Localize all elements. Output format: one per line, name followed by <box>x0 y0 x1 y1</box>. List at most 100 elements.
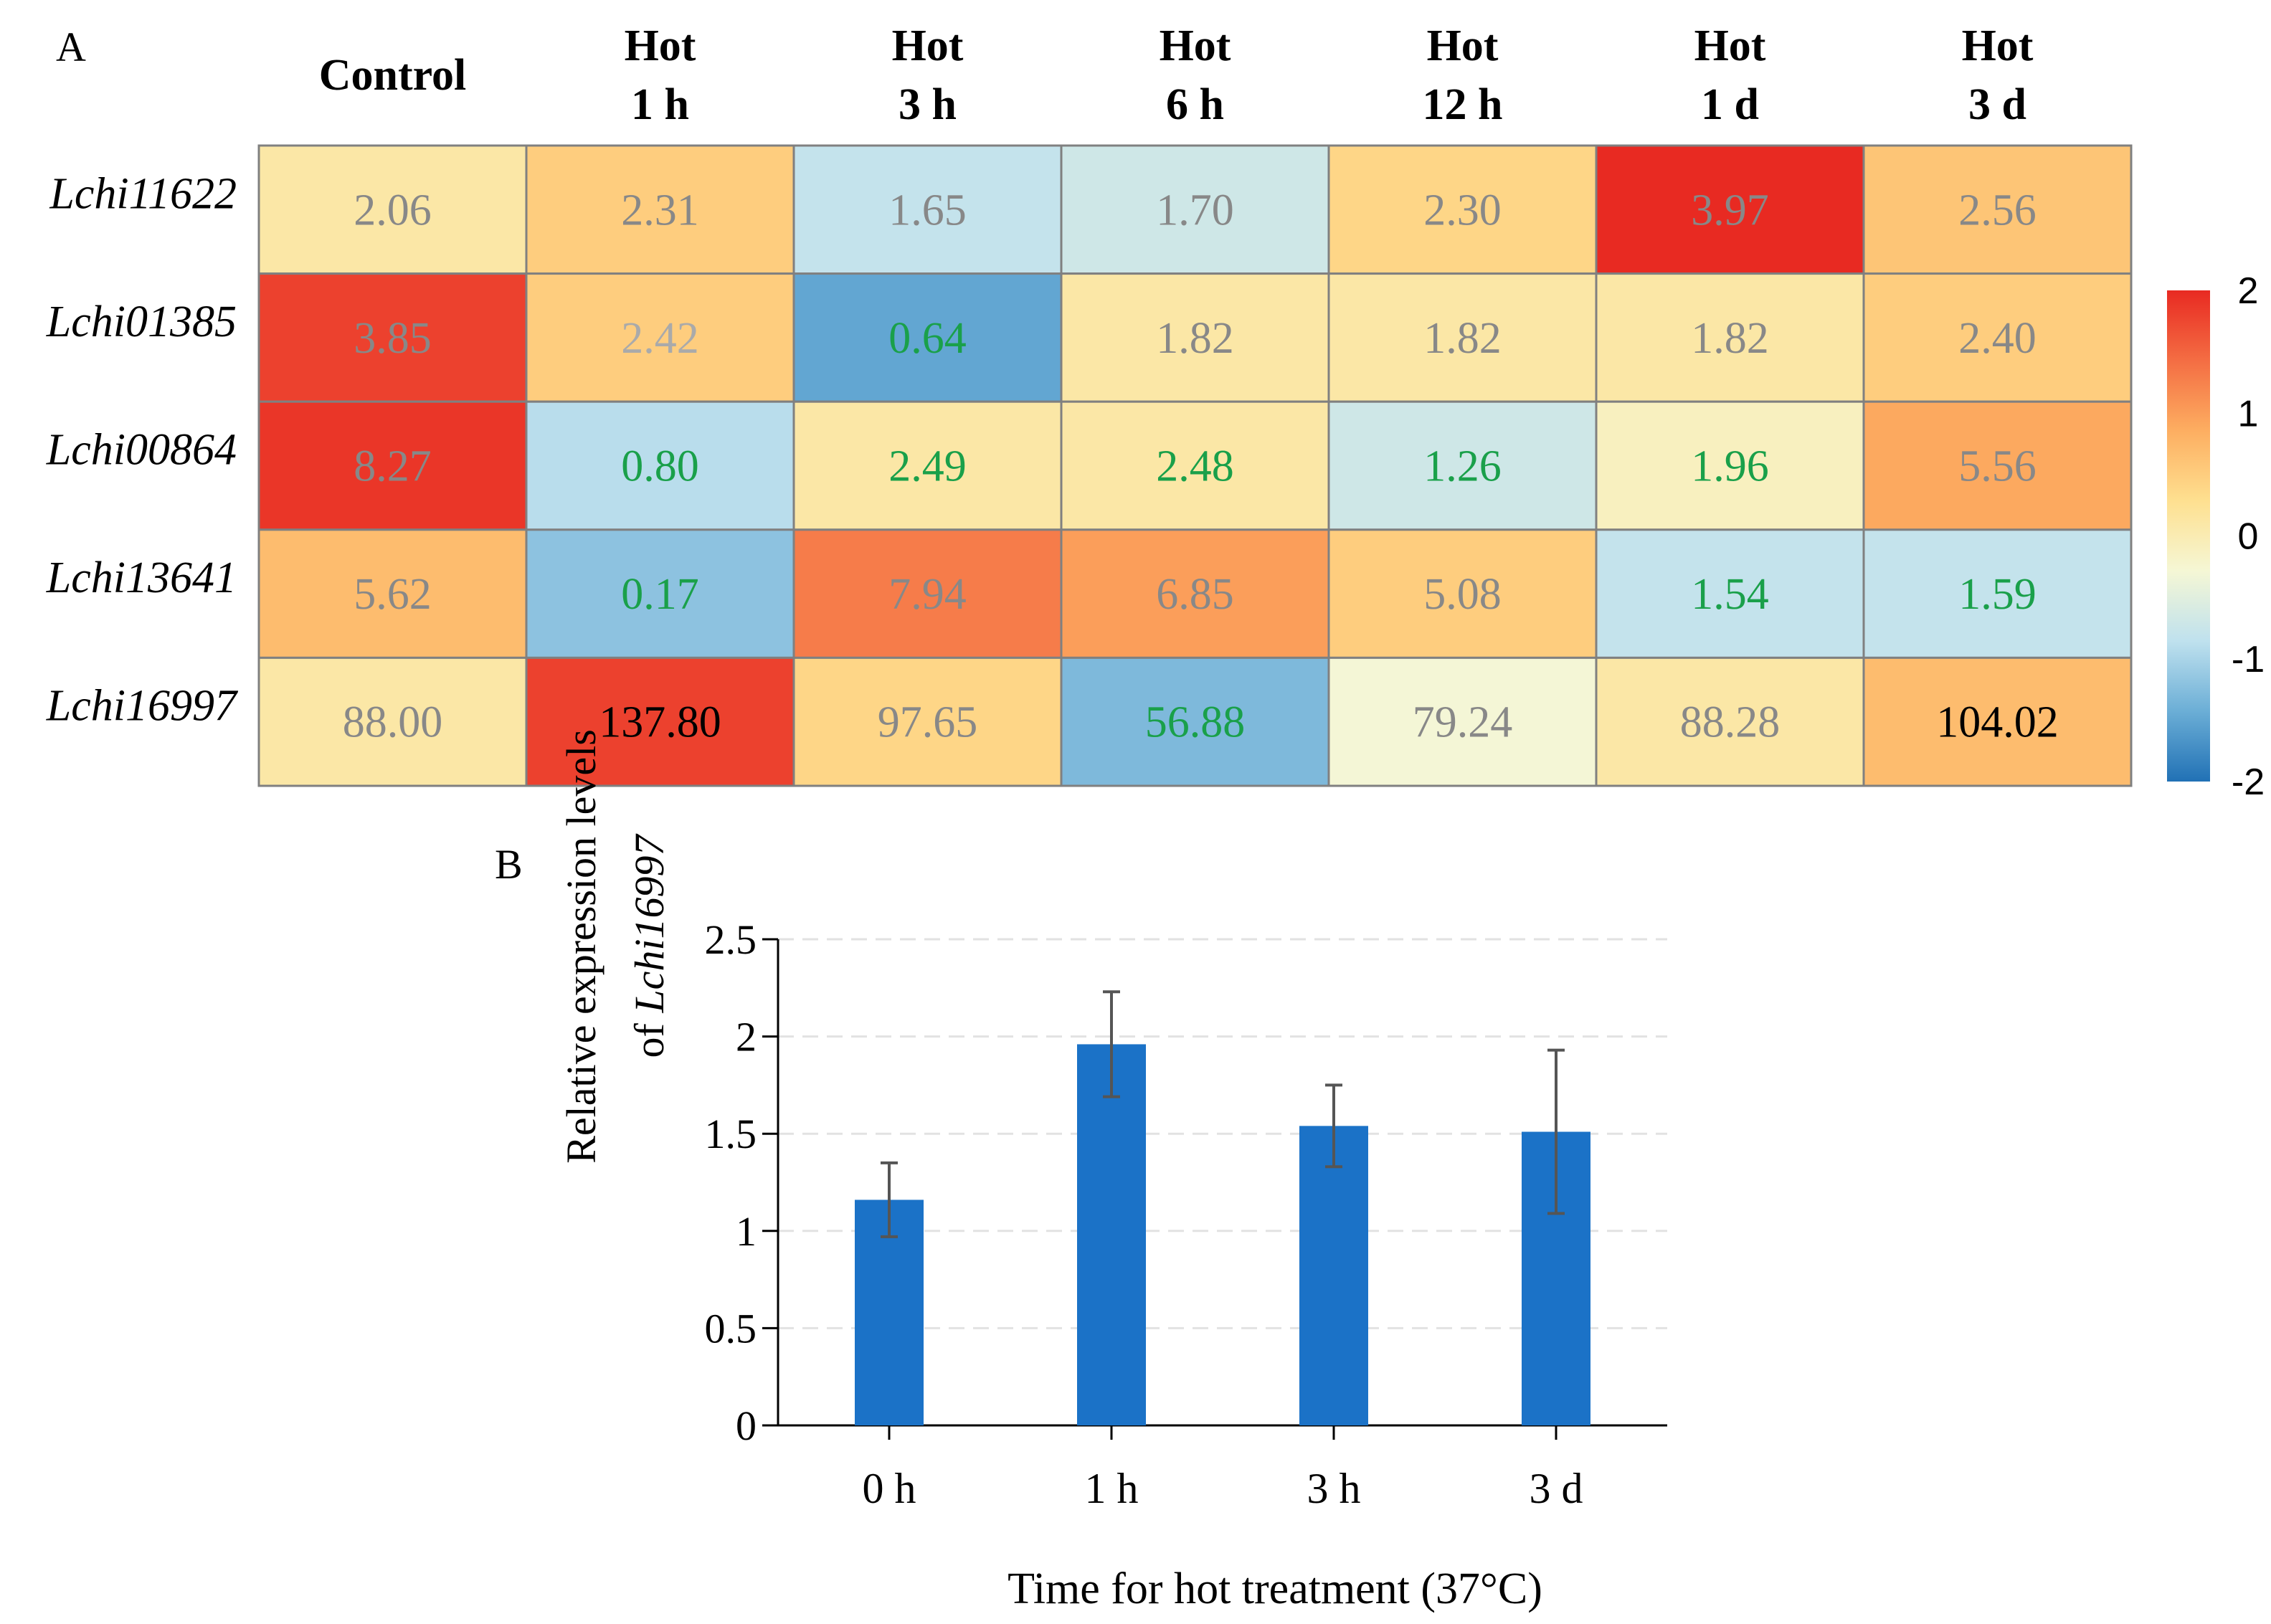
colorbar-tick-label: 2 <box>2238 270 2259 312</box>
heatmap-cell-value: 2.48 <box>1156 442 1234 491</box>
heatmap-cell-value: 79.24 <box>1413 698 1513 747</box>
heatmap-cell <box>257 656 528 787</box>
heatmap-cell-value: 0.64 <box>888 314 967 363</box>
x-tick-label: 3 h <box>1307 1465 1361 1512</box>
heatmap-cell-value: 2.40 <box>1958 314 2037 363</box>
heatmap-cell-value: 0.80 <box>621 442 699 491</box>
heatmap-cell-value: 0.17 <box>621 570 699 619</box>
y-axis-label-prefix: of <box>626 1013 673 1058</box>
x-tick-label: 3 d <box>1530 1465 1583 1512</box>
heatmap-cell-value: 8.27 <box>354 442 432 491</box>
heatmap-cell-value: 88.28 <box>1680 698 1781 747</box>
x-axis-label: Time for hot treatment (37°C) <box>1008 1564 1542 1613</box>
heatmap-cell <box>792 400 1063 531</box>
heatmap-cell-value: 56.88 <box>1145 698 1246 747</box>
panel-b-label: B <box>495 841 523 888</box>
column-header-line1: Hot <box>1427 22 1499 70</box>
heatmap-cell-value: 2.06 <box>354 186 432 234</box>
row-label: Lchi16997 <box>46 682 239 731</box>
heatmap-cell <box>792 656 1063 787</box>
colorbar-gradient <box>2167 290 2210 782</box>
column-header-line1: Control <box>319 51 467 100</box>
heatmap-cell <box>1595 144 1865 275</box>
heatmap-cell-value: 1.59 <box>1958 570 2037 619</box>
heatmap-cell <box>257 144 528 275</box>
heatmap-cell <box>1327 144 1598 275</box>
bar <box>1299 1126 1368 1425</box>
heatmap-column-headers: Control Hot 1 h Hot 3 h Hot 6 h Hot 12 h Hot 1 d Ho… <box>319 22 2034 129</box>
heatmap-cell <box>1060 528 1330 659</box>
heatmap-cell-value: 2.56 <box>1958 186 2037 234</box>
heatmap-cell-value: 3.97 <box>1691 186 1769 234</box>
column-header-line1: Hot <box>625 22 696 70</box>
heatmap-cell <box>1862 528 2133 659</box>
heatmap-cell-value: 1.82 <box>1156 314 1234 363</box>
x-tick-label: 1 h <box>1085 1465 1139 1512</box>
heatmap-cell-value: 1.96 <box>1691 442 1769 491</box>
heatmap-cell <box>1862 272 2133 403</box>
heatmap-cell-value: 1.54 <box>1691 570 1769 619</box>
column-header-line2: 1 d <box>1701 80 1759 129</box>
heatmap-cell <box>525 400 795 531</box>
heatmap-cell-value: 1.65 <box>888 186 967 234</box>
y-tick-label: 2 <box>736 1014 757 1060</box>
y-tick-label: 2.5 <box>705 916 757 963</box>
y-tick-label: 0.5 <box>705 1305 757 1352</box>
column-header-line2: 6 h <box>1166 80 1224 129</box>
heatmap-cell <box>257 272 528 403</box>
heatmap-cell <box>1862 400 2133 531</box>
bar <box>1077 1044 1146 1425</box>
heatmap-cell-value: 2.49 <box>888 442 967 491</box>
panel-a-label: A <box>56 24 86 70</box>
heatmap-cell-value: 97.65 <box>878 698 978 747</box>
colorbar-tick-label: -1 <box>2232 639 2265 680</box>
heatmap-cell-value: 104.02 <box>1936 698 2059 747</box>
heatmap-cell-value: 5.08 <box>1423 570 1502 619</box>
heatmap-cell-value: 88.00 <box>343 698 443 747</box>
colorbar-tick-label: 0 <box>2238 516 2259 558</box>
heatmap-cell <box>1595 400 1865 531</box>
heatmap-cell <box>1595 528 1865 659</box>
heatmap-cell-value: 2.30 <box>1423 186 1502 234</box>
bar-chart-bars <box>855 1044 1590 1425</box>
heatmap-cell-value: 5.62 <box>354 570 432 619</box>
bar-chart-error-bars <box>881 990 1565 1238</box>
bar-chart-gridlines <box>778 938 1667 1329</box>
y-axis-label: Relative expression levels <box>558 729 605 1164</box>
x-tick-label: 0 h <box>863 1465 916 1512</box>
heatmap-cell-value: 1.82 <box>1423 314 1502 363</box>
heatmap-cell <box>1327 272 1598 403</box>
heatmap-cell <box>792 272 1063 403</box>
y-tick-label: 0 <box>736 1402 757 1449</box>
heatmap-cell <box>1595 656 1865 787</box>
colorbar-tick-label: -2 <box>2232 761 2265 803</box>
column-header-line1: Hot <box>892 22 964 70</box>
heatmap-cell <box>257 528 528 659</box>
heatmap-colorbar: 2 1 0 -1 -2 <box>2167 270 2265 803</box>
heatmap-cell <box>1862 656 2133 787</box>
column-header-line2: 3 d <box>1968 80 2026 129</box>
heatmap-cell-value: 1.70 <box>1156 186 1234 234</box>
bar-chart-x-ticks: 0 h 1 h 3 h 3 d <box>863 1425 1583 1512</box>
heatmap-cells: 2.06 2.31 1.65 1.70 2.30 3.97 2.56 3.85 2.42 0.64… <box>257 144 2133 787</box>
column-header-line2: 3 h <box>899 80 957 129</box>
heatmap-cell <box>1060 144 1330 275</box>
row-label: Lchi00864 <box>46 426 237 475</box>
heatmap-cell <box>1595 272 1865 403</box>
heatmap-cell <box>1060 400 1330 531</box>
y-tick-label: 1 <box>736 1208 757 1255</box>
heatmap-cell-value: 1.82 <box>1691 314 1769 363</box>
column-header-line1: Hot <box>1694 22 1766 70</box>
column-header-line1: Hot <box>1160 22 1231 70</box>
y-tick-label: 1.5 <box>705 1111 757 1157</box>
y-axis-label-line1: Relative expression levels <box>558 729 605 1164</box>
heatmap-cell <box>525 528 795 659</box>
heatmap-cell-value: 2.42 <box>621 314 699 363</box>
bar-chart-y-ticks: 0 0.5 1 1.5 2 2.5 <box>705 916 778 1449</box>
heatmap-cell-value: 3.85 <box>354 314 432 363</box>
heatmap-cell-value: 5.56 <box>1958 442 2037 491</box>
colorbar-tick-label: 1 <box>2238 393 2259 435</box>
heatmap-cell <box>1327 400 1598 531</box>
heatmap-cell <box>525 144 795 275</box>
